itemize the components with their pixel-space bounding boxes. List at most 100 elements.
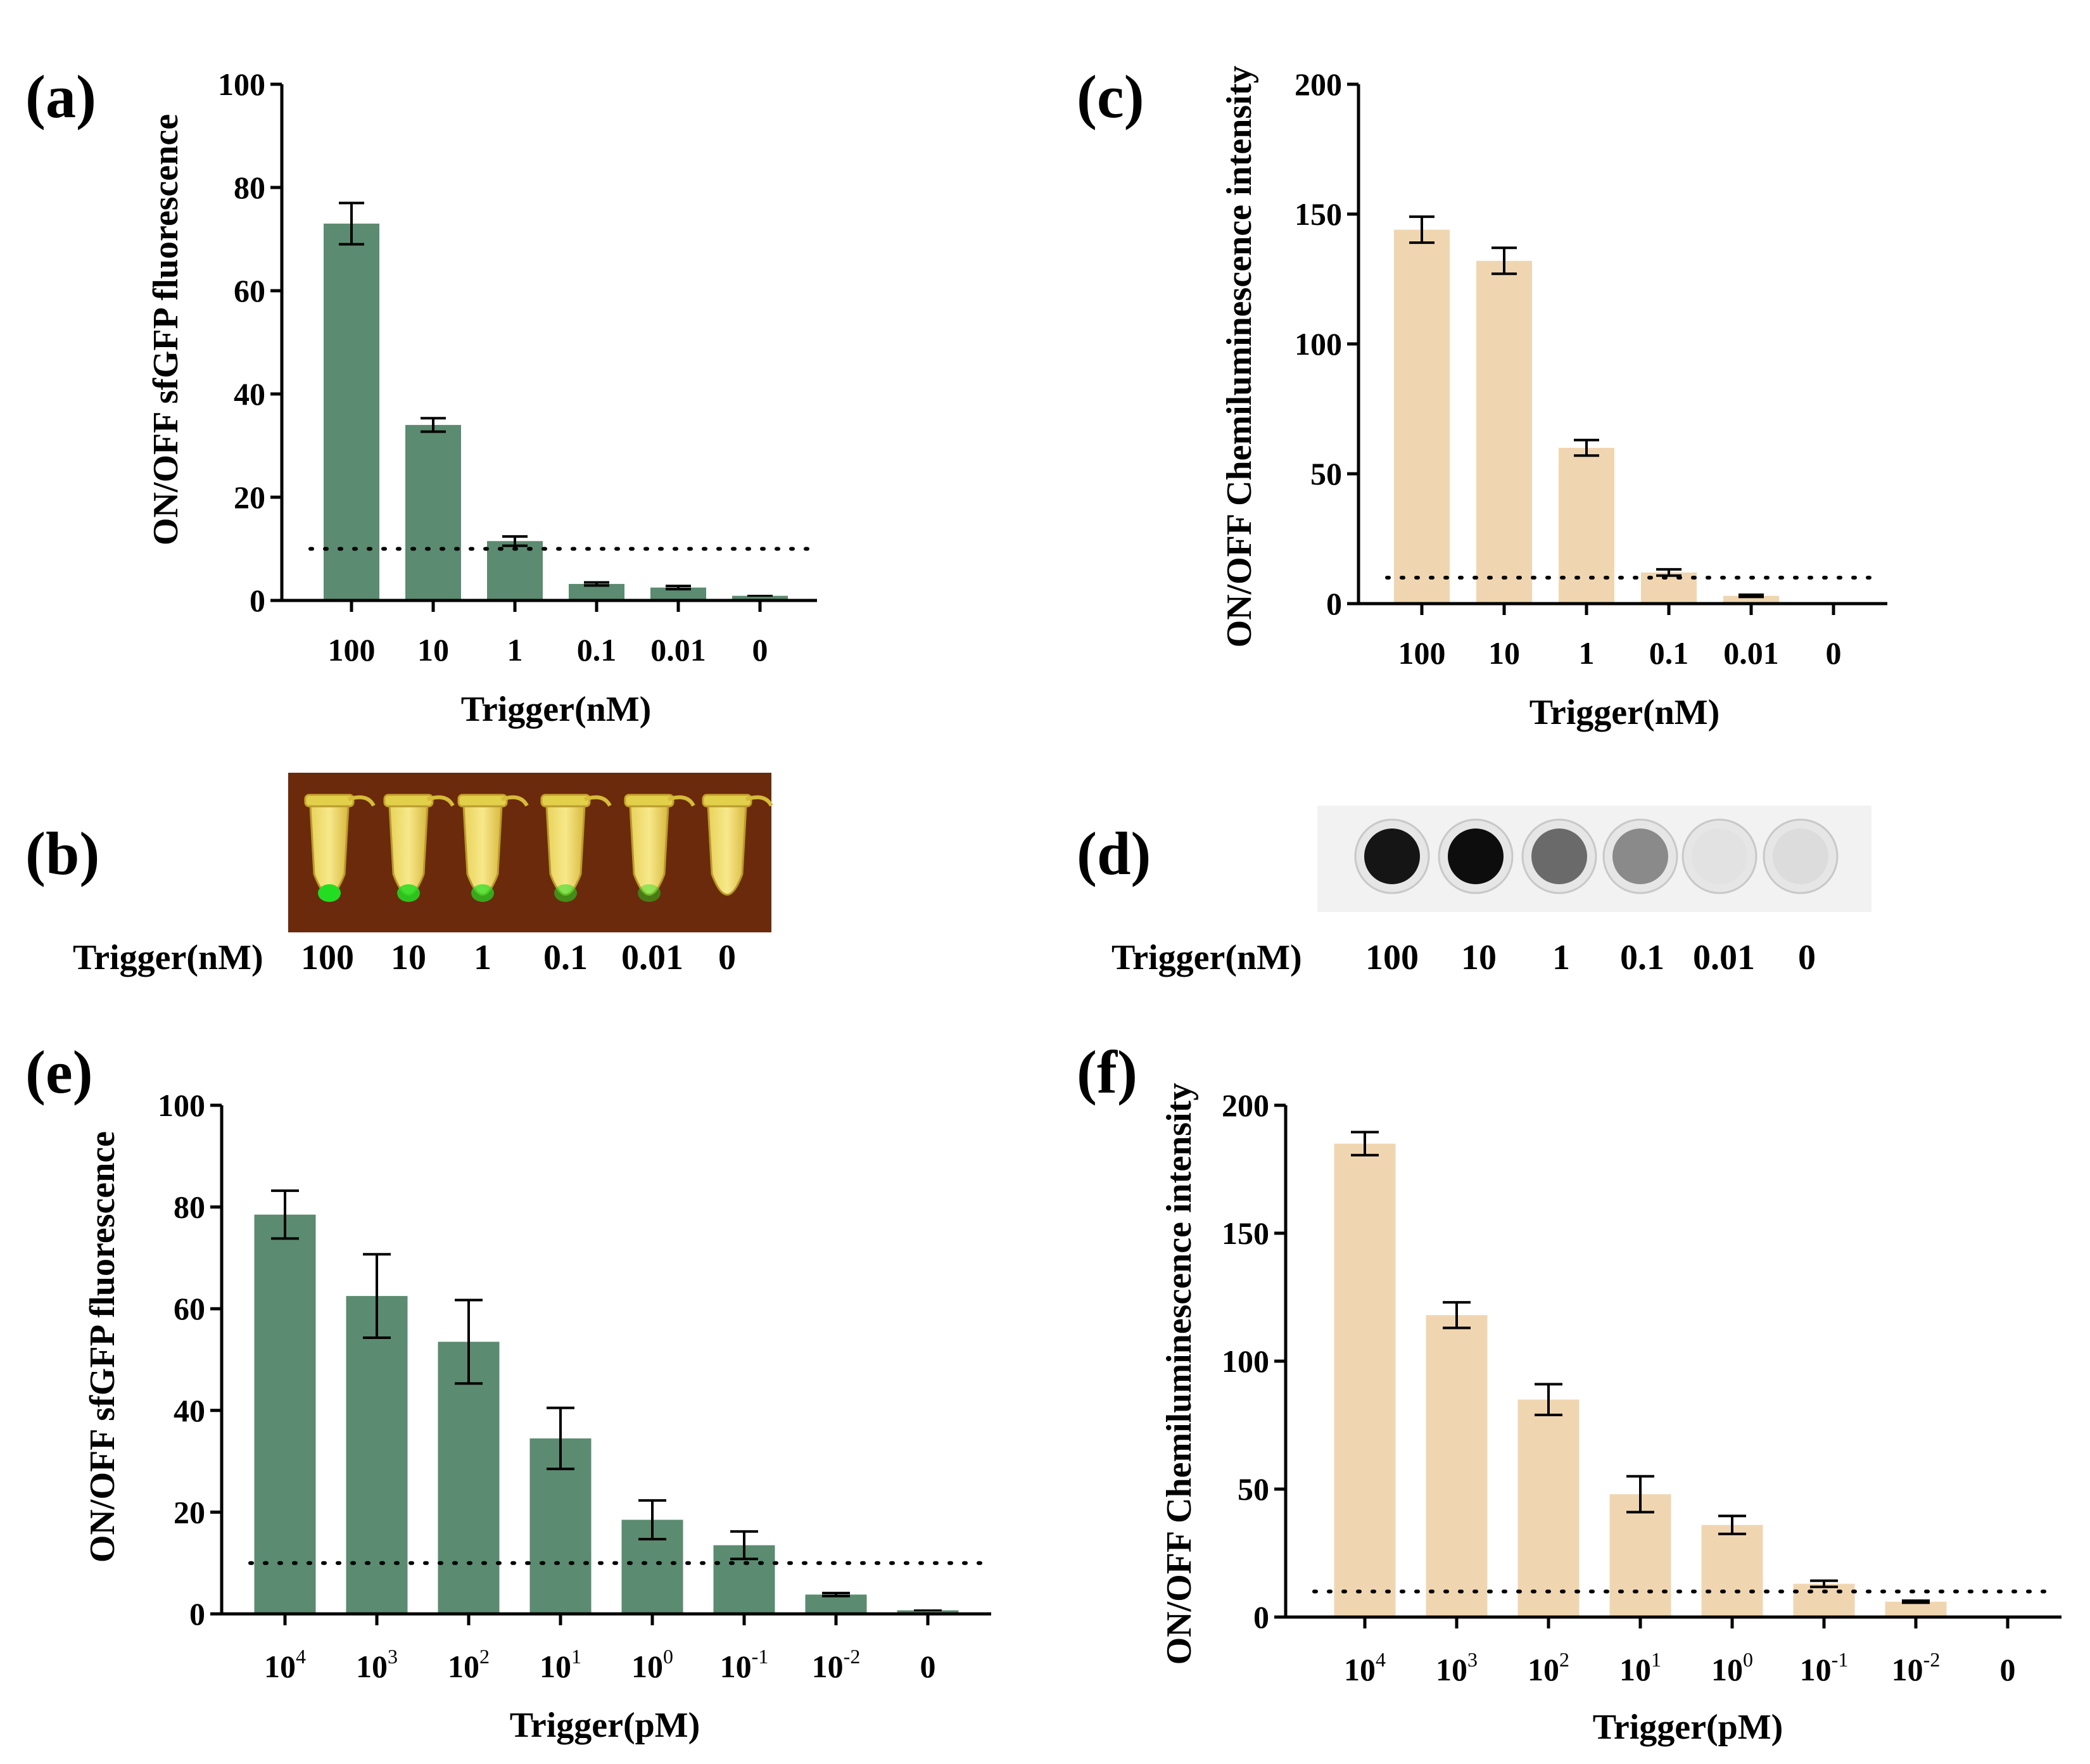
x-tick-label-e-4: 100 <box>631 1645 673 1684</box>
x-axis-title-c: Trigger(nM) <box>1530 693 1720 732</box>
x-tick-label-c-2: 1 <box>1579 635 1595 671</box>
error-bar-f-3 <box>1626 1475 1654 1514</box>
x-tick-label-f-5: 10-1 <box>1800 1648 1849 1687</box>
x-tick-label-e-3: 101 <box>540 1645 581 1684</box>
error-bar-f-2 <box>1535 1383 1562 1416</box>
x-tick-label-f-0: 104 <box>1344 1648 1386 1687</box>
bar-f-6 <box>1885 1601 1947 1617</box>
chart-e: 0 20 40 60 80 100 104 103 102 101 100 10-1 10-2 0 Trig… <box>83 1088 991 1745</box>
error-bar-e-0 <box>271 1189 299 1240</box>
bar-f-1 <box>1426 1315 1488 1617</box>
y-axis-title-c: ON/OFF Chemiluminescence intensity <box>1220 66 1259 648</box>
dot-1 <box>1438 818 1514 894</box>
panel-label-e: (e) <box>25 1038 93 1106</box>
x-tick-label-e-1: 103 <box>356 1645 398 1684</box>
bar-a-4 <box>650 587 706 600</box>
tube-label-4: 0.01 <box>621 938 683 977</box>
dot-photo-row-label: Trigger(nM) <box>1112 938 1302 977</box>
error-bar-c-2 <box>1574 438 1599 457</box>
x-tick-label-c-1: 10 <box>1488 635 1520 671</box>
bar-f-4 <box>1701 1525 1763 1617</box>
x-tick-label-c-4: 0.01 <box>1723 635 1779 671</box>
tube-2 <box>457 794 529 902</box>
y-tick-label-e-5: 100 <box>158 1088 205 1123</box>
error-bar-a-2 <box>502 535 528 547</box>
error-bar-a-0 <box>339 201 364 246</box>
error-bar-c-4 <box>1738 593 1764 599</box>
bar-e-2 <box>438 1342 500 1614</box>
error-bar-f-0 <box>1351 1131 1379 1157</box>
dot-photo <box>1317 806 1872 912</box>
error-bar-c-3 <box>1656 568 1682 577</box>
error-bar-e-5 <box>730 1530 758 1561</box>
bar-f-5 <box>1793 1583 1855 1617</box>
dot-2 <box>1521 818 1597 894</box>
dot-0 <box>1354 818 1430 894</box>
y-axis-title-e: ON/OFF sfGFP fluorescence <box>83 1131 122 1563</box>
x-tick-label-f-3: 101 <box>1619 1648 1661 1687</box>
x-tick-label-a-1: 10 <box>417 632 449 668</box>
bar-a-0 <box>324 224 379 600</box>
x-tick-label-a-4: 0.01 <box>650 632 706 668</box>
y-tick-label-e-0: 0 <box>189 1596 205 1632</box>
y-axis-title-f: ON/OFF Chemiluminescence intensity <box>1160 1083 1199 1665</box>
x-tick-label-a-5: 0 <box>752 632 768 668</box>
x-tick-label-c-0: 100 <box>1398 635 1446 671</box>
bar-f-2 <box>1517 1399 1580 1617</box>
y-tick-label-f-1: 50 <box>1238 1471 1269 1507</box>
dot-4 <box>1682 818 1758 894</box>
x-axis-title-a: Trigger(nM) <box>461 690 652 729</box>
dot-label-4: 0.01 <box>1693 938 1755 977</box>
bar-e-6 <box>805 1594 867 1614</box>
x-tick-label-f-6: 10-2 <box>1892 1648 1941 1687</box>
x-tick-label-e-7: 0 <box>920 1649 936 1684</box>
error-bar-c-0 <box>1409 215 1434 244</box>
y-tick-label-c-1: 50 <box>1310 456 1342 492</box>
tube-4 <box>624 794 695 902</box>
y-tick-label-c-0: 0 <box>1326 586 1342 621</box>
bar-e-0 <box>254 1214 316 1614</box>
y-axis-title-a: ON/OFF sfGFP fluorescence <box>146 114 186 545</box>
x-tick-label-c-3: 0.1 <box>1649 635 1689 671</box>
y-tick-label-e-2: 40 <box>174 1393 205 1428</box>
bar-c-1 <box>1476 260 1532 604</box>
bar-a-5 <box>732 595 788 600</box>
error-bar-a-3 <box>584 581 609 587</box>
bar-e-1 <box>346 1296 408 1614</box>
panel-label-b: (b) <box>25 820 99 887</box>
tube-label-2: 1 <box>474 938 491 977</box>
tube-0 <box>304 794 376 902</box>
bar-a-1 <box>405 424 461 600</box>
panel-label-c: (c) <box>1077 63 1144 130</box>
dot-label-5: 0 <box>1798 938 1816 977</box>
x-tick-label-c-5: 0 <box>1826 635 1842 671</box>
y-tick-label-f-2: 100 <box>1222 1343 1269 1379</box>
error-bar-e-6 <box>822 1592 850 1597</box>
x-axis-title-e: Trigger(pM) <box>510 1706 700 1745</box>
x-tick-label-e-2: 102 <box>448 1645 490 1684</box>
tube-photo-row-label: Trigger(nM) <box>73 938 263 977</box>
y-tick-label-e-3: 60 <box>174 1291 205 1326</box>
x-tick-label-f-4: 100 <box>1711 1648 1753 1687</box>
x-axis-title-f: Trigger(pM) <box>1593 1708 1783 1747</box>
tube-label-1: 10 <box>391 938 426 977</box>
dot-label-1: 10 <box>1461 938 1497 977</box>
y-tick-label-a-3: 60 <box>234 273 265 308</box>
y-tick-label-f-4: 200 <box>1222 1088 1269 1123</box>
x-tick-label-e-5: 10-1 <box>720 1645 769 1684</box>
chart-c: 0 50 100 150 200 100 10 1 0.1 0.01 0 Trigger(nM) ON/… <box>1220 66 1887 732</box>
y-tick-label-f-3: 150 <box>1222 1215 1269 1251</box>
x-tick-label-f-7: 0 <box>2000 1652 2016 1687</box>
dot-5 <box>1763 818 1839 894</box>
tube-1 <box>383 794 455 902</box>
dot-label-0: 100 <box>1365 938 1419 977</box>
x-tick-label-a-2: 1 <box>507 632 523 668</box>
tube-photo <box>288 773 773 932</box>
error-bar-f-1 <box>1443 1301 1471 1329</box>
chart-f: 0 50 100 150 200 104 103 102 101 100 10-1 10-2 0 Trig… <box>1160 1083 2062 1747</box>
x-tick-label-f-1: 103 <box>1436 1648 1478 1687</box>
y-tick-label-f-0: 0 <box>1253 1599 1269 1635</box>
y-tick-label-e-4: 80 <box>174 1190 205 1225</box>
x-tick-label-e-6: 10-2 <box>812 1645 861 1684</box>
error-bar-f-6 <box>1902 1599 1930 1604</box>
